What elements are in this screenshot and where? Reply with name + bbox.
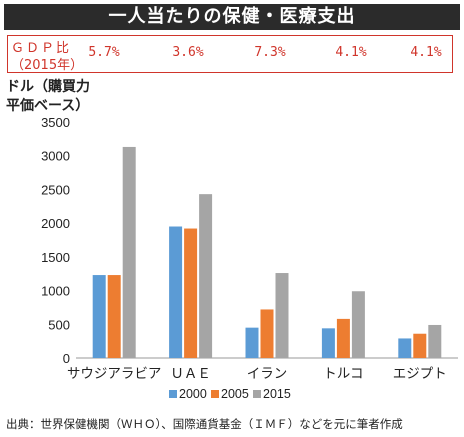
- y-tick-label: 0: [63, 351, 70, 366]
- legend-swatch-2005: [211, 390, 219, 398]
- bar-2005: [184, 228, 198, 358]
- bar-2000: [245, 327, 259, 358]
- y-tick-label: 1500: [41, 250, 70, 265]
- gdp-ratio-value-saudi: 5.7%: [88, 45, 120, 60]
- y-tick-label: 2500: [41, 182, 70, 197]
- legend-label-2000: 2000: [179, 387, 207, 401]
- x-tick-label: サウジアラビア: [67, 366, 162, 382]
- bar-2005: [107, 275, 121, 358]
- bar-2015: [199, 194, 213, 358]
- legend-label-2015: 2015: [263, 387, 291, 401]
- y-tick-label: 2000: [41, 216, 70, 231]
- legend-label-2005: 2005: [221, 387, 249, 401]
- x-tick-label: イラン: [247, 366, 288, 382]
- gdp-ratio-year-label: （2015年）: [11, 58, 84, 73]
- bar-2000: [321, 328, 335, 358]
- bar-2005: [336, 318, 350, 358]
- y-axis-unit-label-line2: 平価ベース）: [6, 98, 90, 114]
- bar-2015: [122, 146, 136, 358]
- y-tick-label: 3500: [41, 115, 70, 130]
- gdp-ratio-label: ＧＤＰ比: [11, 41, 72, 56]
- legend-swatch-2015: [253, 390, 261, 398]
- bar-2000: [169, 226, 183, 358]
- bar-2000: [398, 338, 412, 358]
- y-tick-label: 1000: [41, 284, 70, 299]
- source-note: 出典：世界保健機関（ＷＨＯ）、国際通貨基金（ＩＭＦ）などを元に筆者作成: [6, 417, 403, 431]
- bar-2015: [275, 273, 289, 358]
- bar-2015: [428, 324, 442, 358]
- gdp-ratio-value-uae: 3.6%: [172, 45, 204, 60]
- x-tick-label: エジプト: [393, 366, 447, 382]
- gdp-ratio-value-egypt: 4.1%: [410, 45, 442, 60]
- gdp-ratio-value-turkey: 4.1%: [335, 45, 367, 60]
- y-tick-label: 500: [48, 317, 70, 332]
- bar-2005: [413, 333, 427, 358]
- bar-2000: [92, 275, 106, 358]
- gdp-ratio-value-iran: 7.3%: [254, 45, 286, 60]
- legend-swatch-2000: [169, 390, 177, 398]
- y-tick-label: 3000: [41, 149, 70, 164]
- x-tick-label: トルコ: [323, 366, 363, 382]
- bar-2015: [351, 291, 365, 358]
- bar-2005: [260, 309, 274, 358]
- y-axis-unit-label: ドル（購買力: [6, 79, 90, 95]
- gdp-ratio-box: ＧＤＰ比 （2015年） 5.7% 3.6% 7.3% 4.1% 4.1%: [7, 35, 453, 73]
- x-tick-label: ＵＡＥ: [170, 366, 211, 382]
- chart-title: 一人当たりの保健・医療支出: [4, 4, 460, 30]
